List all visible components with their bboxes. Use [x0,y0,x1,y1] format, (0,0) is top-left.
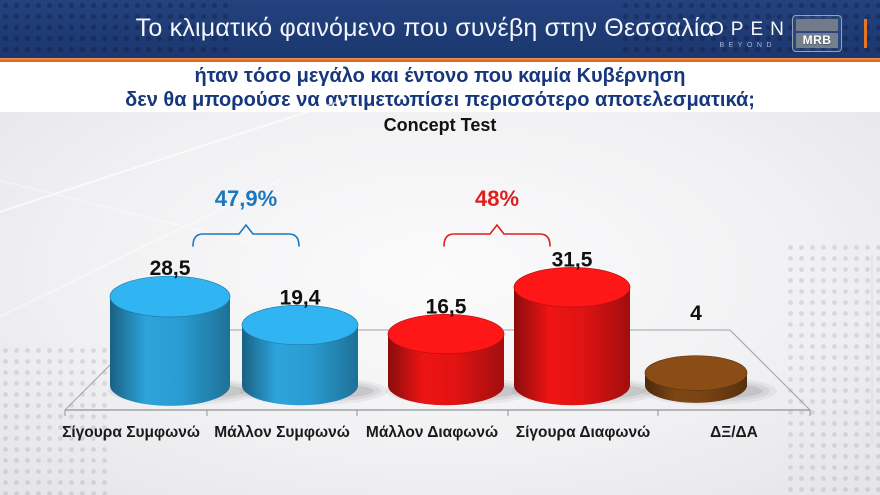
group-percent-label: 48% [475,186,519,211]
bar-cylinder: 16,5 [386,295,534,406]
question-line-2: δεν θα μπορούσε να αντιμετωπίσει περισσό… [125,89,755,111]
bar-body [388,334,504,406]
chart-title: Concept Test [383,115,497,135]
bar-value-label: 4 [690,302,702,325]
bar-value-label: 16,5 [426,295,467,318]
bar-top [387,313,505,355]
open-logo-tagline: BEYOND [719,42,776,49]
bar-body [110,296,230,406]
bar-top [644,355,748,391]
question-line-1: ήταν τόσο μεγάλο και έντονο που καμία Κυ… [194,65,686,87]
category-label: Σίγουρα Διαφωνώ [516,424,650,441]
bar-body [514,287,630,406]
header-bar: Το κλιματικό φαινόμενο που συνέβη στην Θ… [0,0,880,58]
open-logo: OPEN BEYOND [702,19,791,49]
bar-cylinder: 28,5 [108,257,260,406]
bar-cylinder: 19,4 [240,286,388,406]
orange-divider-bar [864,19,867,48]
bar-value-label: 19,4 [280,286,321,309]
category-label: ΔΞ/ΔΑ [710,424,758,441]
group-bracket [192,223,300,247]
mrb-logo-text: MRB [796,33,838,48]
bar-cylinder: 31,5 [512,249,660,406]
mrb-logo-block [796,19,838,31]
chart-annotations: Σίγουρα Συμφωνώ Μάλλον Συμφωνώ Μάλλον Διαφ… [62,186,758,441]
orange-rule [0,58,880,62]
mrb-logo: MRB [792,15,842,52]
bar-top [241,304,359,346]
header-title: Το κλιματικό φαινόμενο που συνέβη στην Θ… [135,14,715,42]
bar-value-label: 28,5 [150,257,191,280]
dot-pattern-bottom-left [0,345,110,495]
header-dot-pattern-left [0,0,230,58]
group-percent-label: 47,9% [215,186,277,211]
open-logo-wordmark: OPEN [709,19,791,40]
bar-body [242,324,358,406]
bar-value-label: 31,5 [552,249,593,272]
bar-top [109,275,231,318]
category-label: Μάλλον Συμφωνώ [214,424,350,441]
question-band: ήταν τόσο μεγάλο και έντονο που καμία Κυ… [0,62,880,112]
group-bracket [443,223,551,247]
bar-cylinder: 4 [643,302,777,405]
category-label: Σίγουρα Συμφωνώ [62,424,200,441]
floor-right-edge [729,329,811,411]
bar-top [513,267,631,308]
category-label: Μάλλον Διαφωνώ [366,424,498,441]
dot-pattern-right [785,242,880,495]
chart-bars: 28,5 19,4 16,5 31,5 4 [108,249,777,406]
